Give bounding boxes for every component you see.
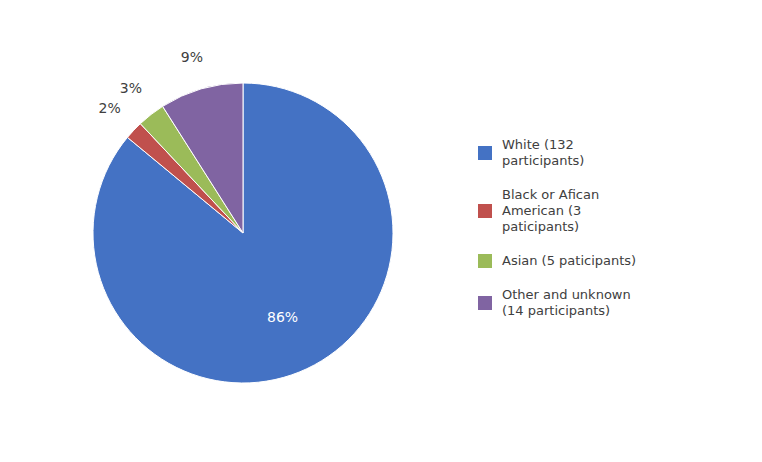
html-text:Other and unknown: Other and unknown: [502, 287, 631, 302]
html-text:paticipants): paticipants): [502, 219, 580, 234]
html-text:American (3: American (3: [502, 203, 582, 218]
svg-text:3%: 3%: [120, 80, 142, 96]
html-text:Black or Afican: Black or Afican: [502, 187, 600, 202]
svg-text:9%: 9%: [181, 49, 203, 65]
html-text:White (132: White (132: [502, 137, 574, 152]
html-text:(14 participants): (14 participants): [502, 303, 611, 318]
svg-text:86%: 86%: [267, 309, 298, 325]
html-text:participants): participants): [502, 153, 585, 168]
html-text:Asian (5 paticipants): Asian (5 paticipants): [502, 253, 637, 268]
svg-text:2%: 2%: [98, 100, 120, 116]
